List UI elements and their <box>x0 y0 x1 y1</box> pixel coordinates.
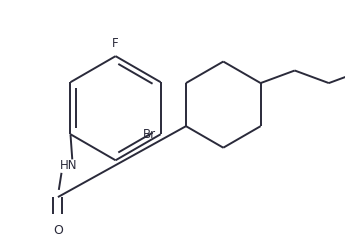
Text: HN: HN <box>60 159 78 172</box>
Text: Br: Br <box>143 128 156 141</box>
Text: O: O <box>53 224 63 237</box>
Text: F: F <box>112 37 119 50</box>
